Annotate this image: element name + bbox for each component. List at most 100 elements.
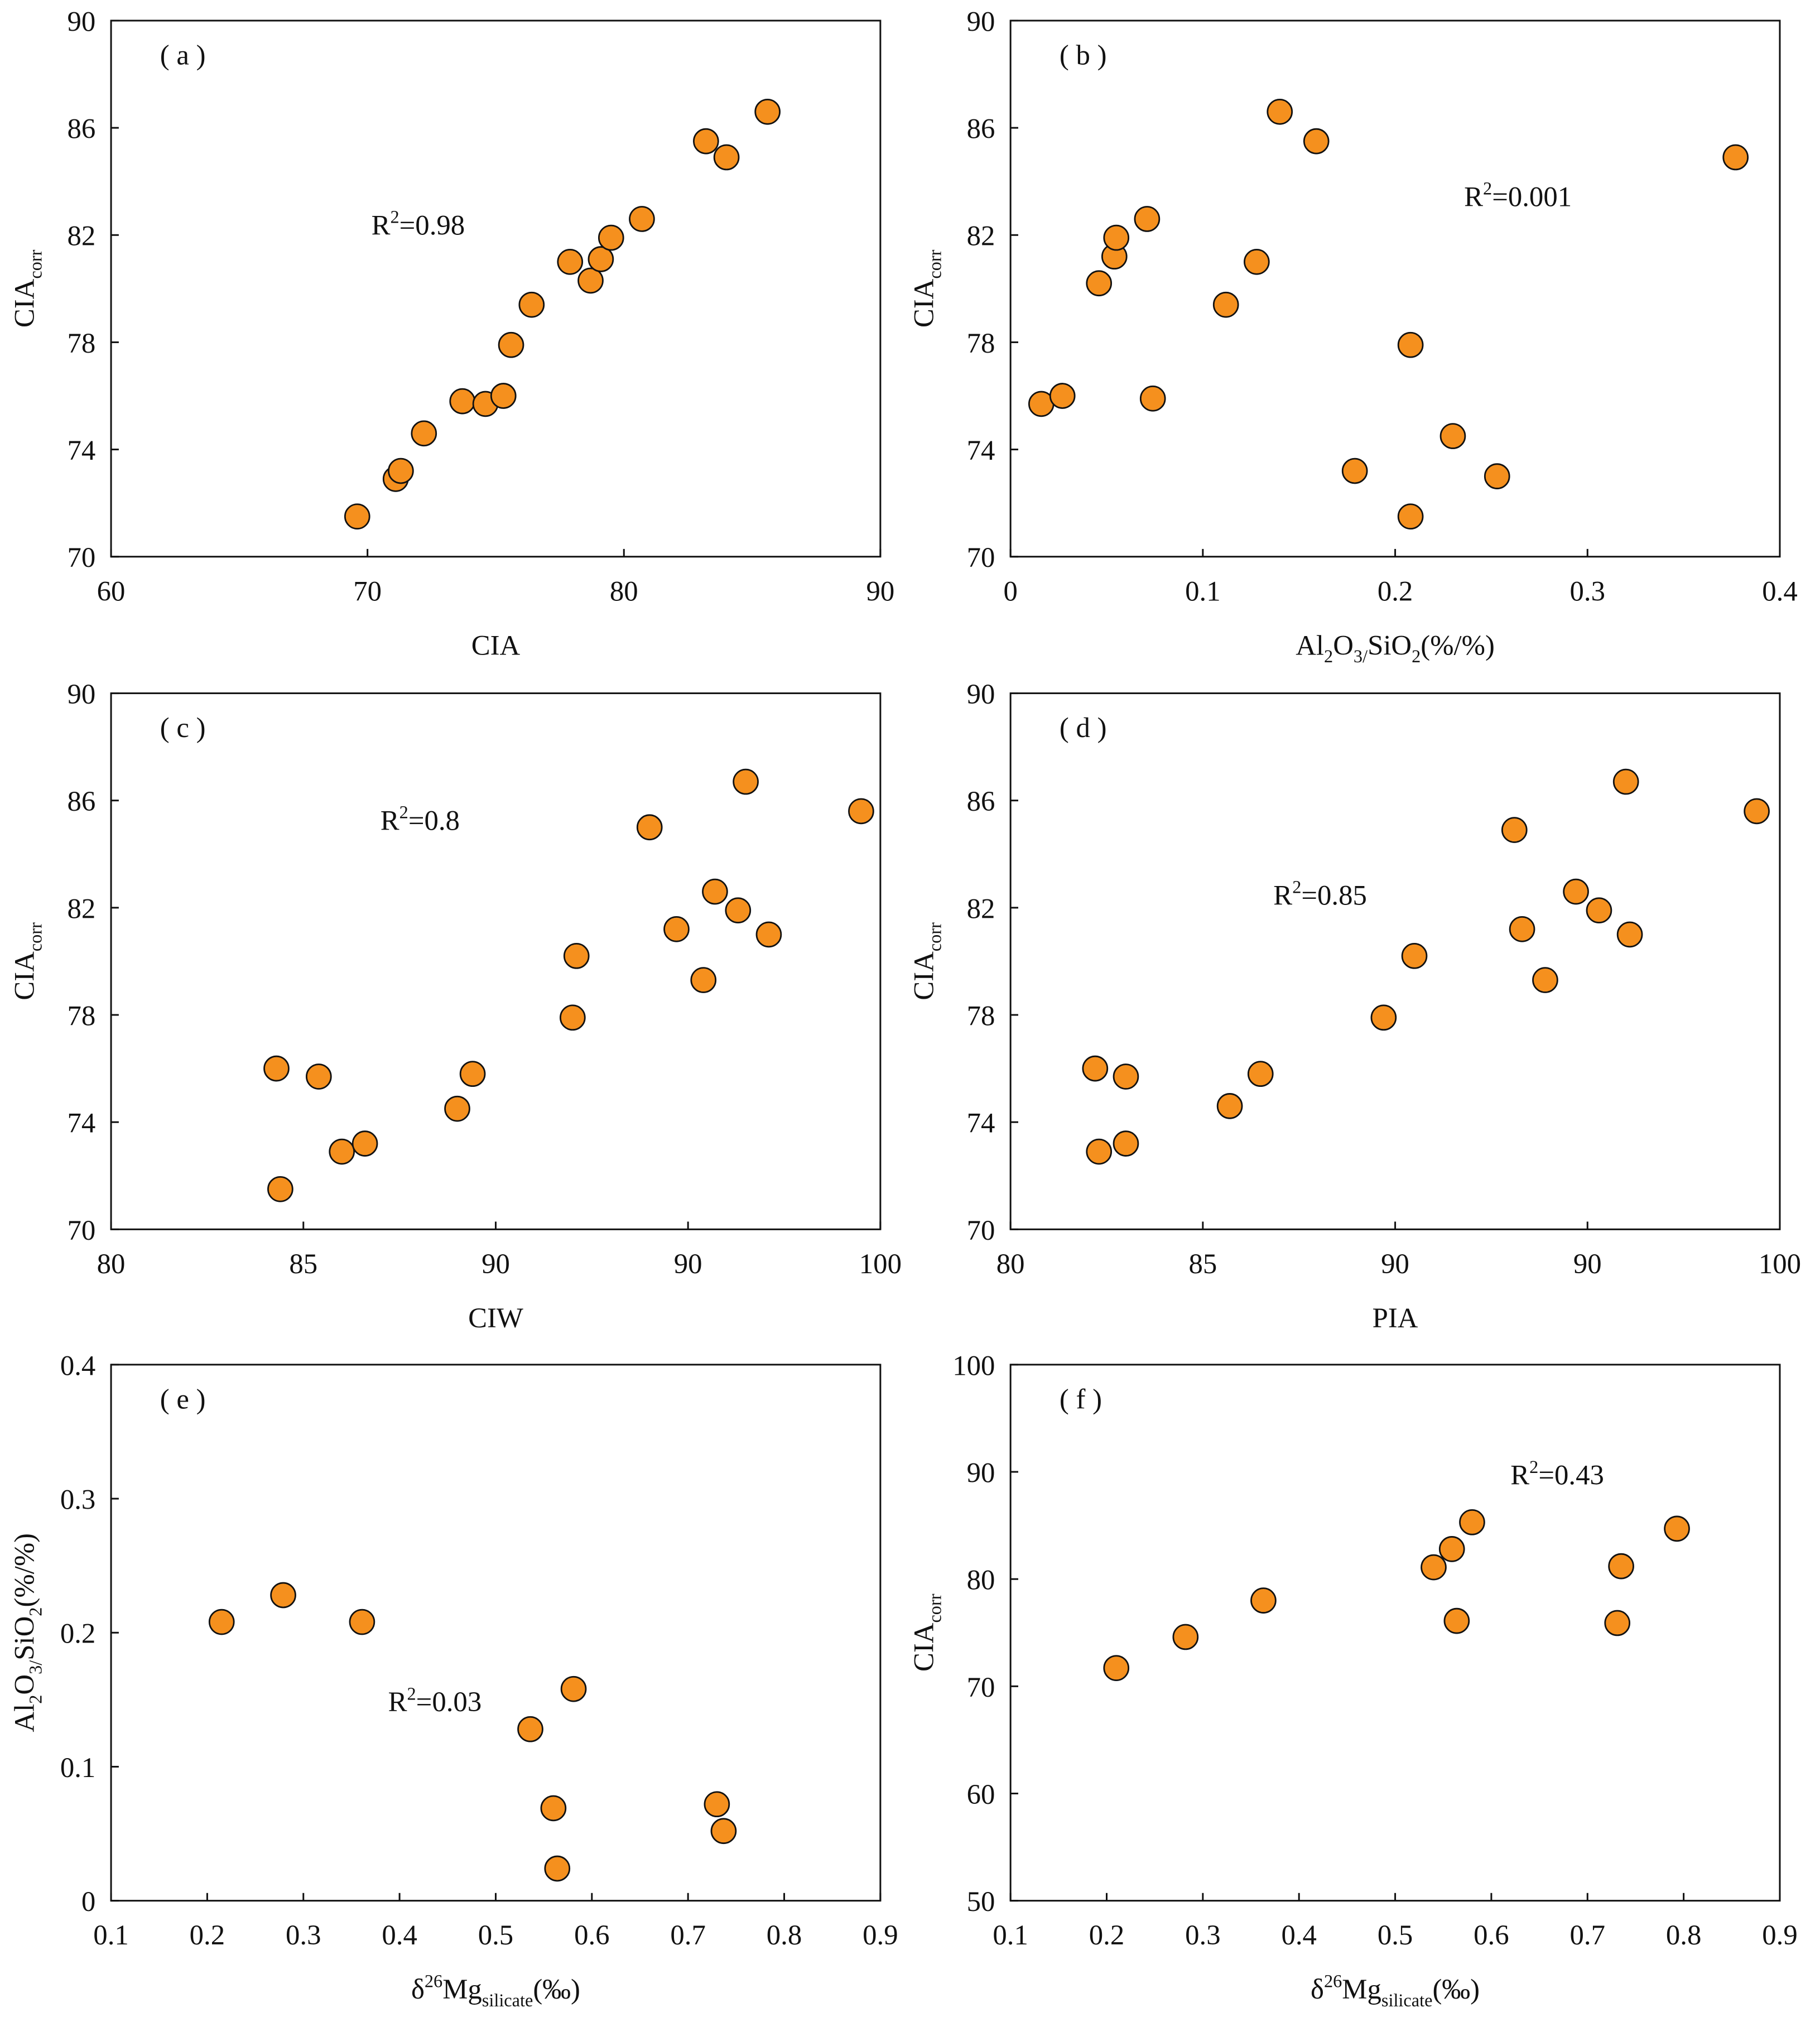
annotation-part: =0.8 bbox=[408, 805, 460, 836]
x-tick-label: 100 bbox=[1759, 1248, 1801, 1279]
y-tick-label: 90 bbox=[967, 6, 995, 37]
annotation-part: 2 bbox=[399, 802, 408, 822]
annotation: R2=0.001 bbox=[1464, 179, 1572, 213]
x-axis-label-part: (‰) bbox=[1432, 1973, 1480, 2005]
point bbox=[329, 1138, 355, 1165]
x-axis-label-part: CIA bbox=[471, 629, 521, 661]
y-tick-label: 0.2 bbox=[60, 1618, 96, 1649]
y-axis-label-part: corr bbox=[925, 922, 945, 951]
x-axis-label-part: 2 bbox=[1412, 646, 1421, 666]
point bbox=[267, 1176, 293, 1202]
panel-label: ( b ) bbox=[1060, 39, 1107, 70]
y-tick-label: 82 bbox=[68, 220, 96, 252]
point bbox=[1401, 943, 1428, 969]
y-tick-label: 86 bbox=[68, 113, 96, 145]
annotation-part: =0.001 bbox=[1492, 181, 1572, 213]
x-axis-label-part: 26 bbox=[1324, 1971, 1342, 1991]
point bbox=[444, 1095, 470, 1122]
annotation: R2=0.98 bbox=[372, 207, 465, 241]
x-axis-label-part: 26 bbox=[425, 1971, 442, 1991]
point bbox=[388, 458, 414, 484]
point bbox=[344, 503, 370, 530]
y-tick-label: 70 bbox=[967, 542, 995, 573]
point bbox=[263, 1055, 290, 1082]
y-tick-label: 0 bbox=[81, 1886, 95, 1917]
point bbox=[1134, 206, 1161, 232]
annotation-part: 2 bbox=[390, 207, 399, 227]
point bbox=[1103, 1655, 1130, 1682]
y-tick-label: 70 bbox=[967, 1672, 995, 1703]
point bbox=[1563, 878, 1589, 905]
x-axis-label-part: 2 bbox=[1324, 646, 1333, 666]
x-axis-label-part: 3/ bbox=[1354, 646, 1368, 666]
annotation-part: R bbox=[381, 805, 399, 836]
point bbox=[588, 246, 614, 272]
annotation-part: R bbox=[1273, 879, 1292, 911]
annotation-part: R bbox=[372, 209, 391, 240]
point bbox=[1509, 916, 1535, 942]
x-axis-label-part: CIW bbox=[468, 1302, 523, 1333]
point bbox=[1113, 1130, 1139, 1157]
annotation-part: =0.43 bbox=[1538, 1460, 1604, 1491]
point bbox=[544, 1855, 571, 1882]
y-tick-label: 60 bbox=[967, 1779, 995, 1810]
point bbox=[1439, 423, 1466, 449]
x-tick-label: 0.4 bbox=[1281, 1919, 1317, 1951]
x-axis-label-part: Al bbox=[1296, 629, 1324, 661]
point bbox=[1250, 1587, 1277, 1614]
y-axis-label-part: corr bbox=[25, 249, 45, 278]
y-tick-label: 82 bbox=[967, 220, 995, 252]
point bbox=[1247, 1061, 1274, 1087]
point bbox=[710, 1818, 737, 1845]
y-tick-label: 0.1 bbox=[60, 1752, 96, 1783]
point bbox=[704, 1791, 730, 1818]
y-tick-label: 0.4 bbox=[60, 1350, 96, 1381]
annotation-part: 2 bbox=[407, 1683, 416, 1703]
y-tick-label: 86 bbox=[967, 786, 995, 817]
y-tick-label: 70 bbox=[68, 542, 96, 573]
point bbox=[598, 224, 624, 251]
panel-label: ( e ) bbox=[160, 1383, 206, 1414]
point bbox=[518, 291, 545, 318]
annotation: R2=0.8 bbox=[381, 802, 460, 836]
y-tick-label: 78 bbox=[68, 1000, 96, 1032]
point bbox=[1113, 1063, 1139, 1090]
point bbox=[1608, 1553, 1634, 1580]
point bbox=[1397, 503, 1424, 530]
panel-label: ( d ) bbox=[1060, 712, 1107, 743]
point bbox=[1086, 270, 1113, 297]
y-axis-label: CIAcorr bbox=[908, 1593, 945, 1672]
x-tick-label: 0 bbox=[1003, 575, 1017, 606]
point bbox=[755, 921, 782, 948]
annotation-part: =0.85 bbox=[1301, 879, 1367, 911]
point bbox=[1501, 817, 1528, 843]
x-tick-label: 0.6 bbox=[574, 1919, 610, 1951]
point bbox=[352, 1130, 378, 1157]
y-tick-label: 70 bbox=[68, 1215, 96, 1246]
x-tick-label: 0.6 bbox=[1474, 1919, 1509, 1951]
y-axis-label-part: corr bbox=[925, 249, 945, 278]
point bbox=[349, 1609, 375, 1635]
point bbox=[577, 267, 604, 294]
x-axis-label: δ26Mgsilicate(‰) bbox=[411, 1971, 580, 2010]
x-tick-label: 0.3 bbox=[1570, 575, 1606, 606]
point bbox=[754, 98, 781, 125]
x-axis-label-part: Mg bbox=[442, 1973, 482, 2005]
point bbox=[1212, 291, 1239, 318]
x-tick-label: 0.7 bbox=[1570, 1919, 1606, 1951]
y-tick-label: 50 bbox=[967, 1886, 995, 1917]
x-axis-label: PIA bbox=[1373, 1302, 1418, 1333]
y-axis-label-part: corr bbox=[925, 1593, 945, 1622]
point bbox=[1172, 1624, 1199, 1650]
annotation: R2=0.85 bbox=[1273, 877, 1367, 911]
point bbox=[1722, 144, 1749, 171]
point bbox=[1341, 458, 1368, 484]
y-axis-label-part: corr bbox=[25, 922, 45, 951]
y-axis-label-part: CIA bbox=[908, 951, 940, 1000]
y-axis-label-part: Al bbox=[8, 1704, 40, 1732]
point bbox=[1397, 331, 1424, 358]
point bbox=[1267, 98, 1293, 125]
y-axis-label: CIAcorr bbox=[8, 249, 45, 328]
x-tick-label: 90 bbox=[1381, 1248, 1409, 1279]
point bbox=[636, 814, 663, 841]
